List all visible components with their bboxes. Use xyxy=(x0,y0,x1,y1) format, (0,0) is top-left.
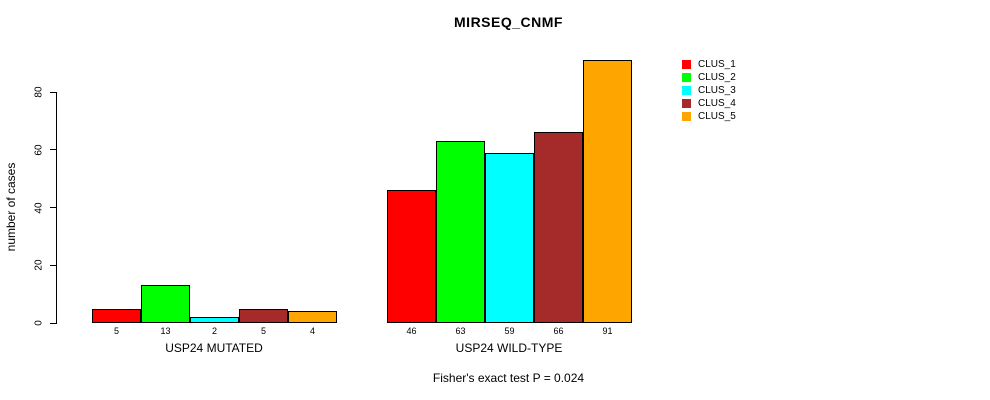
legend-item: CLUS_5 xyxy=(682,110,736,123)
bar-value-label: 4 xyxy=(309,326,316,336)
y-axis-tick xyxy=(50,264,57,266)
legend-item: CLUS_3 xyxy=(682,84,736,97)
group-label-wildtype: USP24 WILD-TYPE xyxy=(455,341,563,355)
y-axis-tick-label: 0 xyxy=(33,320,45,326)
group-label-mutated: USP24 MUTATED xyxy=(165,341,263,355)
y-axis-tick xyxy=(50,322,57,324)
legend-swatch xyxy=(682,60,691,69)
legend-item: CLUS_1 xyxy=(682,58,736,71)
bar xyxy=(485,152,534,323)
bar xyxy=(190,317,239,323)
y-axis-tick-label: 40 xyxy=(33,201,45,214)
bar-value-label: 66 xyxy=(553,326,564,336)
bar xyxy=(288,311,337,323)
legend-label: CLUS_1 xyxy=(698,59,736,70)
bar xyxy=(92,308,141,323)
bar xyxy=(534,132,583,323)
y-axis-line xyxy=(56,92,57,324)
bar-value-label: 63 xyxy=(455,326,466,336)
legend-swatch xyxy=(682,112,691,121)
legend-label: CLUS_2 xyxy=(698,72,736,83)
legend-swatch xyxy=(682,99,691,108)
legend-label: CLUS_4 xyxy=(698,98,736,109)
bar-value-label: 2 xyxy=(211,326,218,336)
bar-value-label: 46 xyxy=(406,326,417,336)
bar-value-label: 91 xyxy=(602,326,613,336)
bar-value-label: 59 xyxy=(504,326,515,336)
y-axis-tick-label: 60 xyxy=(33,144,45,156)
chart-title: MIRSEQ_CNMF xyxy=(454,14,563,30)
bar-value-label: 13 xyxy=(160,326,171,336)
y-axis-tick xyxy=(50,91,57,93)
legend-item: CLUS_4 xyxy=(682,97,736,110)
y-axis-tick-label: 80 xyxy=(33,86,45,98)
y-axis-label: number of cases xyxy=(4,162,18,252)
y-axis-tick xyxy=(50,207,57,208)
legend-label: CLUS_5 xyxy=(698,111,736,122)
bar xyxy=(387,190,436,323)
legend-item: CLUS_2 xyxy=(682,71,736,84)
annotation-text: Fisher's exact test P = 0.024 xyxy=(432,371,585,385)
y-axis-tick-label: 20 xyxy=(33,259,45,271)
bar xyxy=(583,60,632,323)
bar-value-label: 5 xyxy=(113,326,120,336)
bar-value-label: 5 xyxy=(260,326,267,336)
legend-label: CLUS_3 xyxy=(698,85,736,96)
legend-swatch xyxy=(682,86,691,95)
bar xyxy=(141,285,190,323)
bar xyxy=(239,308,288,323)
legend: CLUS_1 CLUS_2 CLUS_3 CLUS_4 CLUS_5 xyxy=(682,58,736,123)
bar xyxy=(436,141,485,323)
y-axis-tick xyxy=(50,149,57,151)
legend-swatch xyxy=(682,73,691,82)
